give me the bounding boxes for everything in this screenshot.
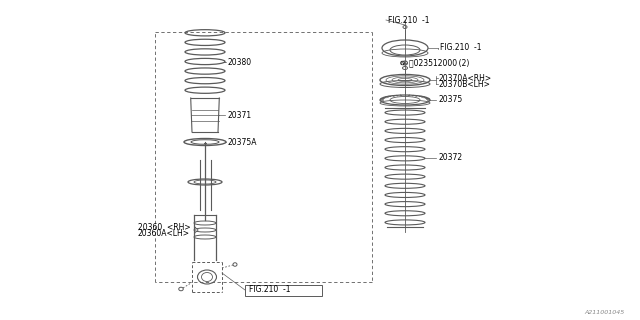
Text: FIG.210  -1: FIG.210 -1	[440, 44, 481, 52]
Bar	[245, 284, 322, 295]
Text: 20380: 20380	[228, 58, 252, 67]
Text: 20360  <RH>: 20360 <RH>	[138, 222, 191, 231]
Text: A211001045: A211001045	[585, 310, 625, 316]
Text: FIG.210  -1: FIG.210 -1	[388, 15, 429, 25]
Ellipse shape	[401, 61, 404, 65]
Text: 20370A<RH>: 20370A<RH>	[438, 74, 491, 83]
Text: 20370B<LH>: 20370B<LH>	[438, 79, 490, 89]
Text: 20375: 20375	[438, 95, 462, 105]
Text: 20360A<LH>: 20360A<LH>	[137, 228, 189, 237]
Text: 20375A: 20375A	[228, 138, 257, 147]
Text: N: N	[401, 60, 404, 66]
Text: 20371: 20371	[228, 110, 252, 119]
Text: Ⓝ023512000 (2): Ⓝ023512000 (2)	[409, 59, 469, 68]
Text: FIG.210  -1: FIG.210 -1	[249, 285, 291, 294]
Text: 20372: 20372	[438, 154, 462, 163]
